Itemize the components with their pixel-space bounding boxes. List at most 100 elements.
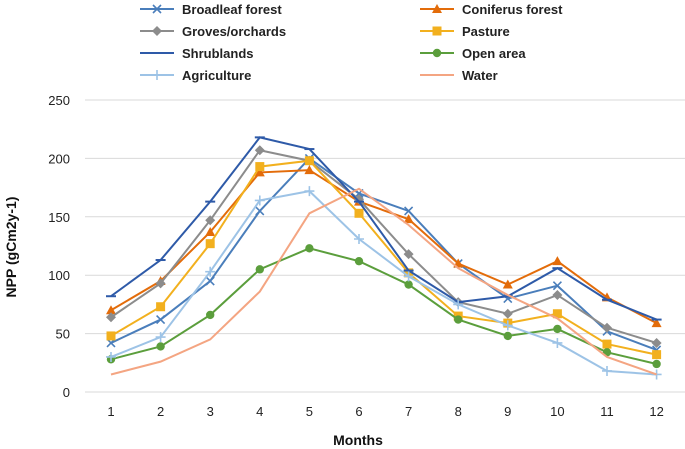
- data-point-agriculture: [205, 266, 216, 277]
- data-point-broadleaf-forest: [404, 206, 414, 216]
- data-point-groves-orchards: [106, 312, 116, 323]
- y-tick-label: 150: [48, 210, 70, 225]
- data-point-agriculture: [155, 332, 166, 343]
- data-point-pasture: [205, 239, 215, 249]
- y-tick-label: 50: [56, 327, 70, 342]
- legend-label: Water: [462, 68, 498, 83]
- series-line-groves-orchards: [110, 149, 657, 344]
- y-tick-label: 100: [48, 268, 70, 283]
- y-tick-label: 0: [63, 385, 70, 400]
- data-point-open-area: [553, 324, 562, 334]
- data-point-open-area: [156, 342, 165, 351]
- series-agriculture: [106, 186, 662, 380]
- series-groves-orchards: [106, 145, 662, 348]
- legend: Broadleaf forest Coniferus forest Groves/o…: [140, 2, 563, 83]
- data-point-pasture: [602, 339, 612, 349]
- legend-swatch-marker: [432, 4, 442, 13]
- series-line-shrublands: [110, 136, 657, 321]
- data-point-coniferus-forest: [651, 318, 662, 328]
- data-point-broadleaf-forest: [205, 276, 215, 286]
- data-point-agriculture: [354, 233, 364, 244]
- x-tick-label: 4: [256, 404, 263, 419]
- data-point-open-area: [354, 256, 364, 266]
- legend-swatch-marker: [152, 4, 162, 14]
- data-point-broadleaf-forest: [156, 315, 166, 325]
- legend-swatch-marker: [432, 26, 442, 36]
- data-point-groves-orchards: [651, 337, 662, 348]
- legend-item-broadleaf-forest: Broadleaf forest: [140, 2, 282, 17]
- data-point-agriculture: [254, 195, 265, 206]
- data-point-coniferus-forest: [304, 165, 315, 175]
- series-broadleaf-forest: [106, 153, 662, 355]
- legend-swatch-marker: [152, 70, 162, 80]
- x-tick-label: 12: [649, 404, 663, 419]
- x-tick-label: 2: [157, 404, 164, 419]
- data-point-open-area: [503, 331, 512, 341]
- y-tick-label: 200: [48, 151, 70, 166]
- data-point-open-area: [652, 359, 661, 369]
- series-line-broadleaf-forest: [110, 157, 657, 351]
- legend-item-open-area: Open area: [420, 46, 526, 61]
- series-water: [110, 187, 657, 376]
- data-point-groves-orchards: [205, 215, 216, 226]
- legend-label: Agriculture: [182, 68, 251, 83]
- legend-label: Pasture: [462, 24, 510, 39]
- data-point-agriculture: [602, 365, 612, 376]
- legend-swatch-marker: [432, 48, 442, 58]
- data-point-pasture: [354, 208, 364, 218]
- series-lines: [106, 136, 662, 380]
- legend-item-shrublands: Shrublands: [140, 46, 254, 61]
- legend-swatch-marker: [152, 26, 162, 36]
- data-point-agriculture: [403, 271, 414, 282]
- data-point-open-area: [305, 244, 314, 253]
- data-point-open-area: [255, 265, 264, 274]
- data-point-pasture: [304, 156, 314, 166]
- data-point-broadleaf-forest: [255, 206, 265, 216]
- data-point-pasture: [255, 162, 265, 172]
- legend-label: Coniferus forest: [462, 2, 563, 17]
- data-point-open-area: [454, 315, 463, 324]
- data-point-agriculture: [453, 299, 464, 310]
- data-point-groves-orchards: [254, 145, 265, 156]
- x-tick-label: 7: [405, 404, 412, 419]
- x-tick-label: 6: [355, 404, 362, 419]
- data-point-groves-orchards: [403, 249, 414, 260]
- data-point-agriculture: [502, 320, 513, 331]
- series-open-area: [106, 244, 661, 369]
- x-tick-label: 5: [306, 404, 313, 419]
- data-point-pasture: [552, 309, 562, 319]
- x-tick-label: 8: [455, 404, 462, 419]
- legend-item-coniferus-forest: Coniferus forest: [420, 2, 563, 17]
- legend-label: Shrublands: [182, 46, 254, 61]
- series-line-coniferus-forest: [110, 169, 658, 324]
- data-point-coniferus-forest: [205, 226, 216, 236]
- data-point-coniferus-forest: [403, 214, 414, 224]
- series-line-agriculture: [110, 190, 657, 376]
- y-axis-ticks: 0 50 100 150 200 250: [48, 93, 70, 400]
- legend-item-pasture: Pasture: [420, 24, 510, 39]
- series-shrublands: [106, 136, 662, 321]
- y-tick-label: 250: [48, 93, 70, 108]
- data-point-coniferus-forest: [552, 256, 563, 266]
- data-point-open-area: [404, 280, 413, 289]
- legend-item-agriculture: Agriculture: [140, 68, 251, 83]
- data-point-coniferus-forest: [254, 167, 265, 177]
- series-line-open-area: [110, 247, 657, 365]
- data-point-groves-orchards: [602, 322, 612, 333]
- x-axis-title: Months: [333, 432, 383, 448]
- x-tick-label: 3: [207, 404, 214, 419]
- data-point-pasture: [156, 302, 166, 312]
- legend-label: Open area: [462, 46, 526, 61]
- y-axis-title: NPP (gCm2y-1): [3, 197, 19, 298]
- x-tick-label: 9: [504, 404, 511, 419]
- data-point-agriculture: [552, 337, 563, 348]
- data-point-coniferus-forest: [502, 279, 513, 289]
- data-point-groves-orchards: [155, 278, 166, 289]
- data-point-agriculture: [106, 351, 116, 362]
- x-tick-label: 11: [600, 404, 614, 419]
- x-tick-label: 10: [550, 404, 564, 419]
- x-tick-label: 1: [107, 404, 114, 419]
- data-point-pasture: [652, 350, 662, 360]
- series-line-water: [110, 187, 657, 376]
